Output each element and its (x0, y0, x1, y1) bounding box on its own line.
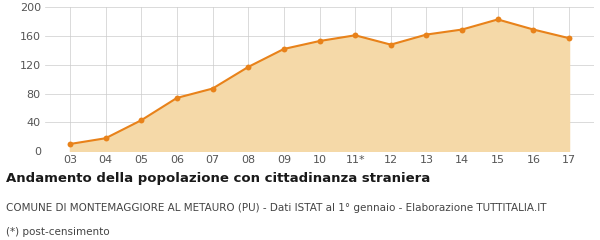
Point (172, 96, 182, 100)
Point (101, 136, 110, 140)
Point (65, 142, 75, 146)
Point (350, 33, 360, 37)
Point (136, 118, 146, 122)
Text: Andamento della popolazione con cittadinanza straniera: Andamento della popolazione con cittadin… (6, 172, 430, 185)
Point (457, 28, 467, 31)
Point (493, 18, 503, 21)
Point (386, 43, 395, 47)
Text: COMUNE DI MONTEMAGGIORE AL METAURO (PU) - Dati ISTAT al 1° gennaio - Elaborazion: COMUNE DI MONTEMAGGIORE AL METAURO (PU) … (6, 203, 547, 213)
Point (279, 47, 289, 51)
Point (244, 65, 253, 69)
Point (208, 87, 217, 90)
Point (315, 39, 325, 43)
Point (422, 33, 431, 36)
Point (564, 36, 574, 40)
Text: (*) post-censimento: (*) post-censimento (6, 227, 110, 237)
Point (529, 28, 538, 31)
